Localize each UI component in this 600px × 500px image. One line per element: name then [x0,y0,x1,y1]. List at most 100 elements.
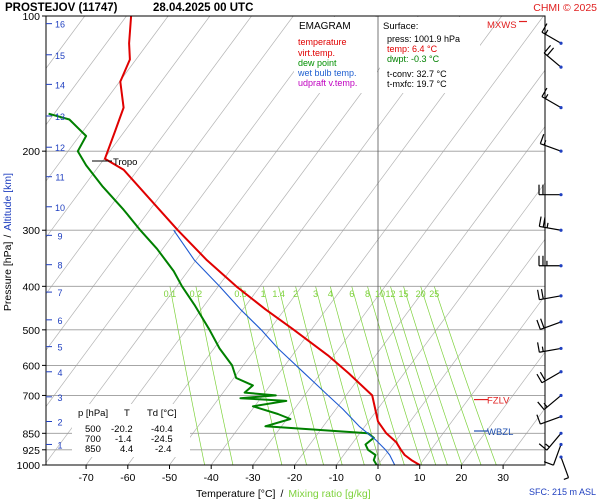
wind-barb-flag [537,342,540,353]
wind-barb-flag [563,477,569,480]
series-wet-bulb-temp-line [173,229,396,465]
wind-barb-flag [536,319,541,330]
mixing-ratio-label: 2 [293,289,298,299]
wind-barb-flag [540,318,545,329]
mixing-ratio-label: 1.4 [272,289,285,299]
wind-barb-flag [545,443,550,448]
levels-header-t: T [124,408,130,419]
pressure-tick-label: 850 [22,428,40,440]
levels-row-850-td: -2.4 [155,444,171,455]
wind-barb-base [559,346,563,351]
mixing-ratio-label: 20 [416,289,426,299]
wind-barb [537,289,563,301]
levels-row-850-t: 4.4 [120,444,133,455]
pressure-tick-label: 925 [22,445,40,457]
legend-box: EMAGRAM temperature virt.temp. dew point… [294,17,377,93]
temperature-tick-label: -10 [329,472,344,484]
wind-barb-staff [543,52,562,68]
isotherm-line [544,464,545,465]
tropo-label: Tropo [113,157,137,168]
wind-barb-staff [546,432,562,451]
temperature-tick-label: -20 [287,472,302,484]
wind-barb-base [559,41,563,45]
legend-updraft: udpraft v.temp. [298,78,357,88]
temperature-tick-label: -50 [162,472,177,484]
altitude-tick-label: 6 [57,316,62,326]
y-axis-sep: / [2,235,14,238]
legend-dew-point: dew point [298,58,337,68]
wind-barb-flag [539,134,545,144]
wind-barb-base [559,414,563,419]
legend-virt-temp: virt.temp. [298,48,335,58]
mxws-marker: MXWS [487,20,527,31]
wind-barb-base [559,264,563,268]
isotherm-line [294,126,545,465]
legend-box-bg [294,17,377,93]
wind-barb-flag [544,93,549,99]
wind-barb-flag [541,346,544,352]
x-axis-mixing-title: Mixing ratio [g/kg] [288,488,370,500]
wind-barb-base [559,431,563,435]
wind-barb-base [559,442,563,447]
mxws-label: MXWS [487,20,517,31]
x-axis-temperature-title: Temperature [°C] [196,488,276,500]
isotherm-line [210,16,544,465]
chmi-credit: CHMI © 2025 [533,2,597,14]
wind-barb [559,455,570,480]
isotherm-line [46,16,252,295]
wind-barb-base [559,149,563,153]
wind-barb-flag [543,461,554,466]
profile-curves [48,16,421,465]
isotherm-line [461,351,545,465]
mixing-ratio-label: 0.6 [234,289,247,299]
pressure-tick-label: 100 [22,11,40,23]
wind-barb-base [559,320,563,324]
isotherm-line [377,238,545,465]
mixing-ratio-label: 8 [365,289,370,299]
wind-barb-staff [543,394,562,411]
wind-barb-flag [544,29,549,35]
mixing-ratio-label: 25 [429,289,439,299]
legend-wet-bulb: wet bulb temp. [297,68,357,78]
levels-table: p [hPa] T Td [°C] 500 -20.2 -40.4 700 -1… [72,404,190,457]
y-axis-title-text: Pressure [hPa] / Altitude [km] [2,173,14,311]
series-temperature-line [103,16,421,465]
levels-row-700-td: -24.5 [151,434,173,445]
wind-barb-base [559,228,563,232]
y-axis-altitude-title: Altitude [km] [2,173,14,231]
surface-heading: Surface: [383,21,418,32]
wind-barb-flag [537,289,540,300]
wind-barb [536,414,563,425]
wind-barb [538,184,563,197]
wind-barb-base [559,370,563,374]
temperature-tick-label: 0 [375,472,381,484]
temperature-tick-label: -70 [79,472,94,484]
mixing-ratio-label: 0.2 [190,289,203,299]
wind-barb-flag [546,222,549,228]
wind-barb-staff [540,321,562,330]
chart-datetime: 28.04.2025 00 UTC [153,2,253,14]
surface-press: press: 1001.9 hPa [387,34,460,44]
wind-barb-flag [536,373,543,384]
wind-barb [538,431,563,451]
temperature-tick-label: -30 [245,472,260,484]
surface-box-bg [380,17,480,93]
wind-barb [543,44,563,69]
wbzl-marker: WBZL [474,427,513,438]
fzlv-label: FZLV [487,396,510,407]
wind-barb-base [559,455,563,459]
fzlv-marker: FZLV [474,396,510,407]
levels-row-500-td: -40.4 [151,424,173,435]
levels-row-500-t: -20.2 [111,424,133,435]
wind-barb-staff [540,415,562,425]
wind-barb-flag [546,47,555,56]
wind-barb-staff [552,444,562,466]
mixing-ratio-label: 1 [261,289,266,299]
isotherm-line [46,16,211,239]
wind-barb [543,442,563,466]
altitude-tick-label: 7 [57,288,62,298]
x-axis-sep: / [280,488,283,500]
mixing-ratio-labels: 0.1 0.2 0.6 1 1.4 2 3 4 6 8 10 12 15 20 25 [164,289,440,299]
